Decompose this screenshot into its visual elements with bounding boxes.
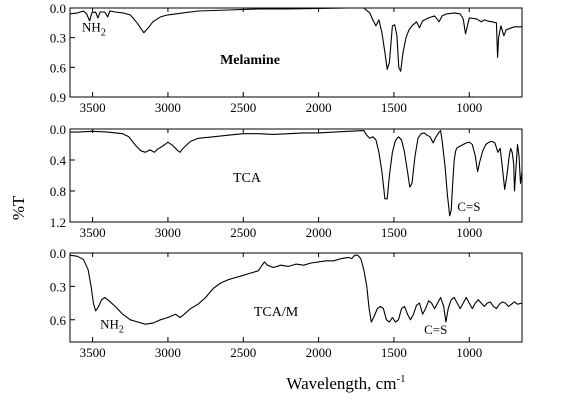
series-line-tca bbox=[70, 130, 523, 217]
annotation-main: C=S bbox=[457, 199, 480, 214]
x-tick-label: 3500 bbox=[80, 100, 106, 115]
y-tick-label: 0.0 bbox=[50, 1, 66, 16]
x-tick-label: 1000 bbox=[456, 345, 482, 360]
x-tick-label: 3000 bbox=[155, 345, 181, 360]
y-tick-label: 0.4 bbox=[50, 153, 67, 168]
x-axis-title: Wavelength, cm-1 bbox=[286, 373, 405, 393]
y-tick-label: 0.3 bbox=[50, 279, 66, 294]
x-tick-label: 3500 bbox=[80, 225, 106, 240]
x-tick-label: 1500 bbox=[381, 100, 407, 115]
y-axis-title: %T bbox=[9, 195, 28, 220]
panels-group: 3500 3000 2500 2000 1500 1000 0.0 0.3 0.6 0.9 Mela… bbox=[50, 1, 523, 360]
panel-melamine: 3500 3000 2500 2000 1500 1000 0.0 0.3 0.6 0.9 Mela… bbox=[50, 1, 523, 115]
x-tick-label: 1000 bbox=[456, 225, 482, 240]
annotation-main: C=S bbox=[424, 322, 447, 337]
panel-frame bbox=[69, 7, 523, 98]
y-tick-label: 0.6 bbox=[50, 60, 67, 75]
series-line-tca-m bbox=[69, 254, 523, 325]
annotation-main: NH bbox=[82, 20, 101, 35]
x-tick-label: 1000 bbox=[456, 100, 482, 115]
x-tick-label: 3000 bbox=[155, 100, 181, 115]
x-tick-label: 1500 bbox=[381, 345, 407, 360]
x-axis-title-sup: -1 bbox=[396, 373, 405, 385]
y-tick-label: 0.6 bbox=[50, 313, 67, 328]
x-tick-label: 3500 bbox=[80, 345, 106, 360]
x-tick-label: 2000 bbox=[306, 345, 332, 360]
y-tick-label: 0.8 bbox=[50, 184, 66, 199]
annotation: NH2 bbox=[82, 20, 106, 39]
series-line-melamine bbox=[69, 7, 522, 72]
panel-label: TCA bbox=[233, 171, 262, 186]
y-tick-label: 1.2 bbox=[50, 215, 66, 230]
annotation: C=S bbox=[457, 199, 480, 214]
y-tick-label: 0.0 bbox=[50, 122, 66, 137]
x-tick-label: 2500 bbox=[230, 100, 256, 115]
panel-frame bbox=[69, 128, 523, 223]
x-tick-label: 2000 bbox=[306, 100, 332, 115]
x-tick-label: 1500 bbox=[381, 225, 407, 240]
panel-tca-m: 3500 3000 2500 2000 1500 1000 0.0 0.3 0.6 TCA/M NH… bbox=[50, 246, 523, 360]
y-tick-label: 0.9 bbox=[50, 90, 66, 105]
annotation-main: NH bbox=[100, 317, 119, 332]
panel-frame bbox=[69, 252, 523, 343]
y-tick-label: 0.0 bbox=[50, 246, 66, 261]
panel-label: Melamine bbox=[220, 53, 280, 68]
x-tick-label: 3000 bbox=[155, 225, 181, 240]
x-axis-title-main: Wavelength, cm bbox=[286, 374, 396, 393]
annotation-subscript: 2 bbox=[119, 325, 124, 336]
x-tick-label: 2000 bbox=[306, 225, 332, 240]
x-tick-label: 2500 bbox=[230, 345, 256, 360]
x-tick-label: 2500 bbox=[230, 225, 256, 240]
panel-tca: 3500 3000 2500 2000 1500 1000 0.0 0.4 0.8 1.2 TCA C… bbox=[50, 122, 523, 240]
annotation: NH2 bbox=[100, 317, 124, 336]
y-tick-label: 0.3 bbox=[50, 31, 66, 46]
panel-label: TCA/M bbox=[254, 305, 299, 320]
annotation: C=S bbox=[424, 322, 447, 337]
annotation-subscript: 2 bbox=[101, 28, 106, 39]
